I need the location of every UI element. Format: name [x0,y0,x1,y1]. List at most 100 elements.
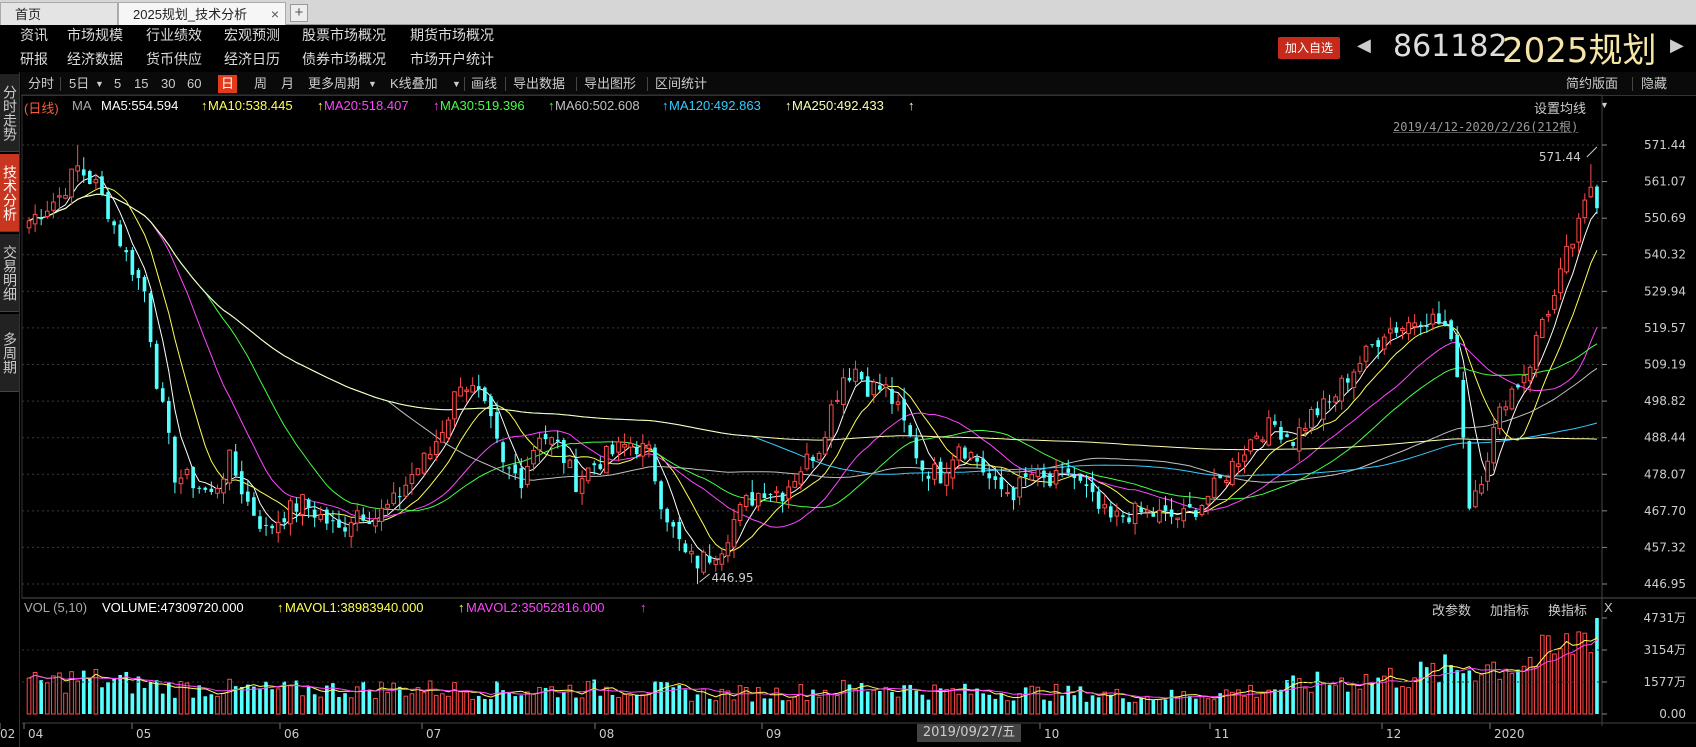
candle-body [1467,441,1472,509]
volume-bar [987,694,992,714]
side-tab-multi-period[interactable]: 多周期 [0,314,19,392]
side-tab-technical[interactable]: 技术分析 [0,154,19,232]
range-stats-button[interactable]: 区间统计 [655,76,708,91]
period-intraday-button[interactable]: 分时 [28,76,55,91]
next-stock-icon[interactable]: ▶ [1670,35,1684,55]
change-params-button[interactable]: 改参数 [1432,603,1472,618]
candle-body [1394,327,1399,333]
menu-market-size[interactable]: 市场规模 [67,27,123,43]
volume-bar [1564,633,1569,715]
volume-bar [883,686,889,715]
menu-industry-performance[interactable]: 行业绩效 [146,27,202,43]
volume-bar [671,687,676,714]
volume-bar [1223,689,1229,715]
volume-bar [501,690,505,714]
candle-body [391,492,396,505]
candle-body [725,542,731,557]
more-period-button[interactable]: 更多周期 [308,76,361,91]
side-tab-intraday[interactable]: 分时走势 [0,74,19,152]
menu-economic-data[interactable]: 经济数据 [67,51,123,67]
volume-bar [81,670,86,714]
candle-body [1066,468,1071,473]
more-period-dropdown-icon[interactable]: ▼ [368,79,377,89]
candle-body [1345,378,1350,383]
time-tick-label: 02 [0,727,15,741]
new-tab-icon[interactable]: + [290,4,308,22]
switch-indicator-button[interactable]: 换指标 [1548,603,1588,618]
volume-bar [956,693,962,715]
candle-body [63,194,68,199]
side-tab-trade-detail[interactable]: 交易明细 [0,234,19,312]
tab-close-icon[interactable]: × [270,6,279,22]
volume-bar [1296,678,1302,715]
period-5day-button[interactable]: 5日 [69,76,90,91]
period-5day-dropdown-icon[interactable]: ▼ [95,79,104,89]
add-indicator-button[interactable]: 加指标 [1490,603,1530,618]
candle-body [258,516,262,529]
volume-bar [239,686,244,714]
candle-body [464,389,469,392]
tab-home[interactable]: 首页 [0,2,118,25]
set-ma-dropdown-icon[interactable]: ▼ [1600,100,1609,110]
menu-research[interactable]: 研报 [20,51,48,67]
menu-futures-market-overview[interactable]: 期货市场概况 [410,27,494,43]
period-5min-button[interactable]: 5 [114,76,122,91]
set-ma-button[interactable]: 设置均线 [1534,101,1587,116]
volume-bar [822,689,828,715]
kline-overlay-button[interactable]: K线叠加 [390,76,438,91]
menu-news[interactable]: 资讯 [20,27,48,43]
candle-body [914,437,919,459]
candle-body [562,440,566,463]
period-month-button[interactable]: 月 [281,76,295,91]
candle-body [337,519,341,528]
candle-body [616,441,621,453]
hide-button[interactable]: 隐藏 [1641,76,1668,91]
volume-bar [1491,661,1496,715]
volume-bar [452,682,457,715]
volume-bar [215,695,220,715]
candle-body [130,250,135,275]
add-favorite-button[interactable]: 加入自选 [1278,37,1340,59]
volume-bar [312,694,317,714]
period-week-button[interactable]: 周 [254,76,268,91]
simple-layout-button[interactable]: 简约版面 [1566,76,1619,91]
period-15min-button[interactable]: 15 [134,76,149,91]
menu-economic-calendar[interactable]: 经济日历 [224,51,280,67]
tab-technical-analysis[interactable]: 2025规划_技术分析 × [118,2,286,25]
candle-body [1053,470,1059,485]
max-marker-line [1586,146,1598,158]
prev-stock-icon[interactable]: ◀ [1357,35,1371,55]
volume-bar [367,690,372,714]
volume-bar [1254,696,1259,715]
tab-home-label: 首页 [15,7,42,22]
volume-tick-label: 0.00 [1659,707,1686,721]
period-60min-button[interactable]: 60 [187,76,202,91]
volume-bar [743,687,749,715]
menu-bond-market-overview[interactable]: 债券市场概况 [302,51,386,67]
candle-body [1151,512,1156,517]
menu-money-supply[interactable]: 货币供应 [146,51,202,67]
candle-body [1285,434,1289,437]
kline-overlay-dropdown-icon[interactable]: ▼ [452,79,461,89]
volume-bar [1394,687,1399,714]
volume-bar [1060,695,1064,714]
period-day-button[interactable]: 日 [218,75,238,93]
candle-body [1072,473,1077,479]
export-data-button[interactable]: 导出数据 [513,76,566,91]
candle-body [592,463,597,466]
tab-bar: 首页 2025规划_技术分析 × + [0,0,1696,25]
period-30min-button[interactable]: 30 [161,76,176,91]
volume-bar [604,686,609,715]
candle-body [1260,439,1266,442]
candle-body [26,220,32,229]
volume-bar [507,693,511,714]
menu-macro-forecast[interactable]: 宏观预测 [224,27,280,43]
menu-market-account-stats[interactable]: 市场开户统计 [410,51,494,67]
export-chart-button[interactable]: 导出图形 [584,76,637,91]
volume-bar [1527,656,1533,715]
volume-bar [841,679,846,715]
menu-stock-market-overview[interactable]: 股票市场概况 [302,27,386,43]
close-indicator-icon[interactable]: X [1604,600,1613,615]
draw-line-button[interactable]: 画线 [471,76,498,91]
